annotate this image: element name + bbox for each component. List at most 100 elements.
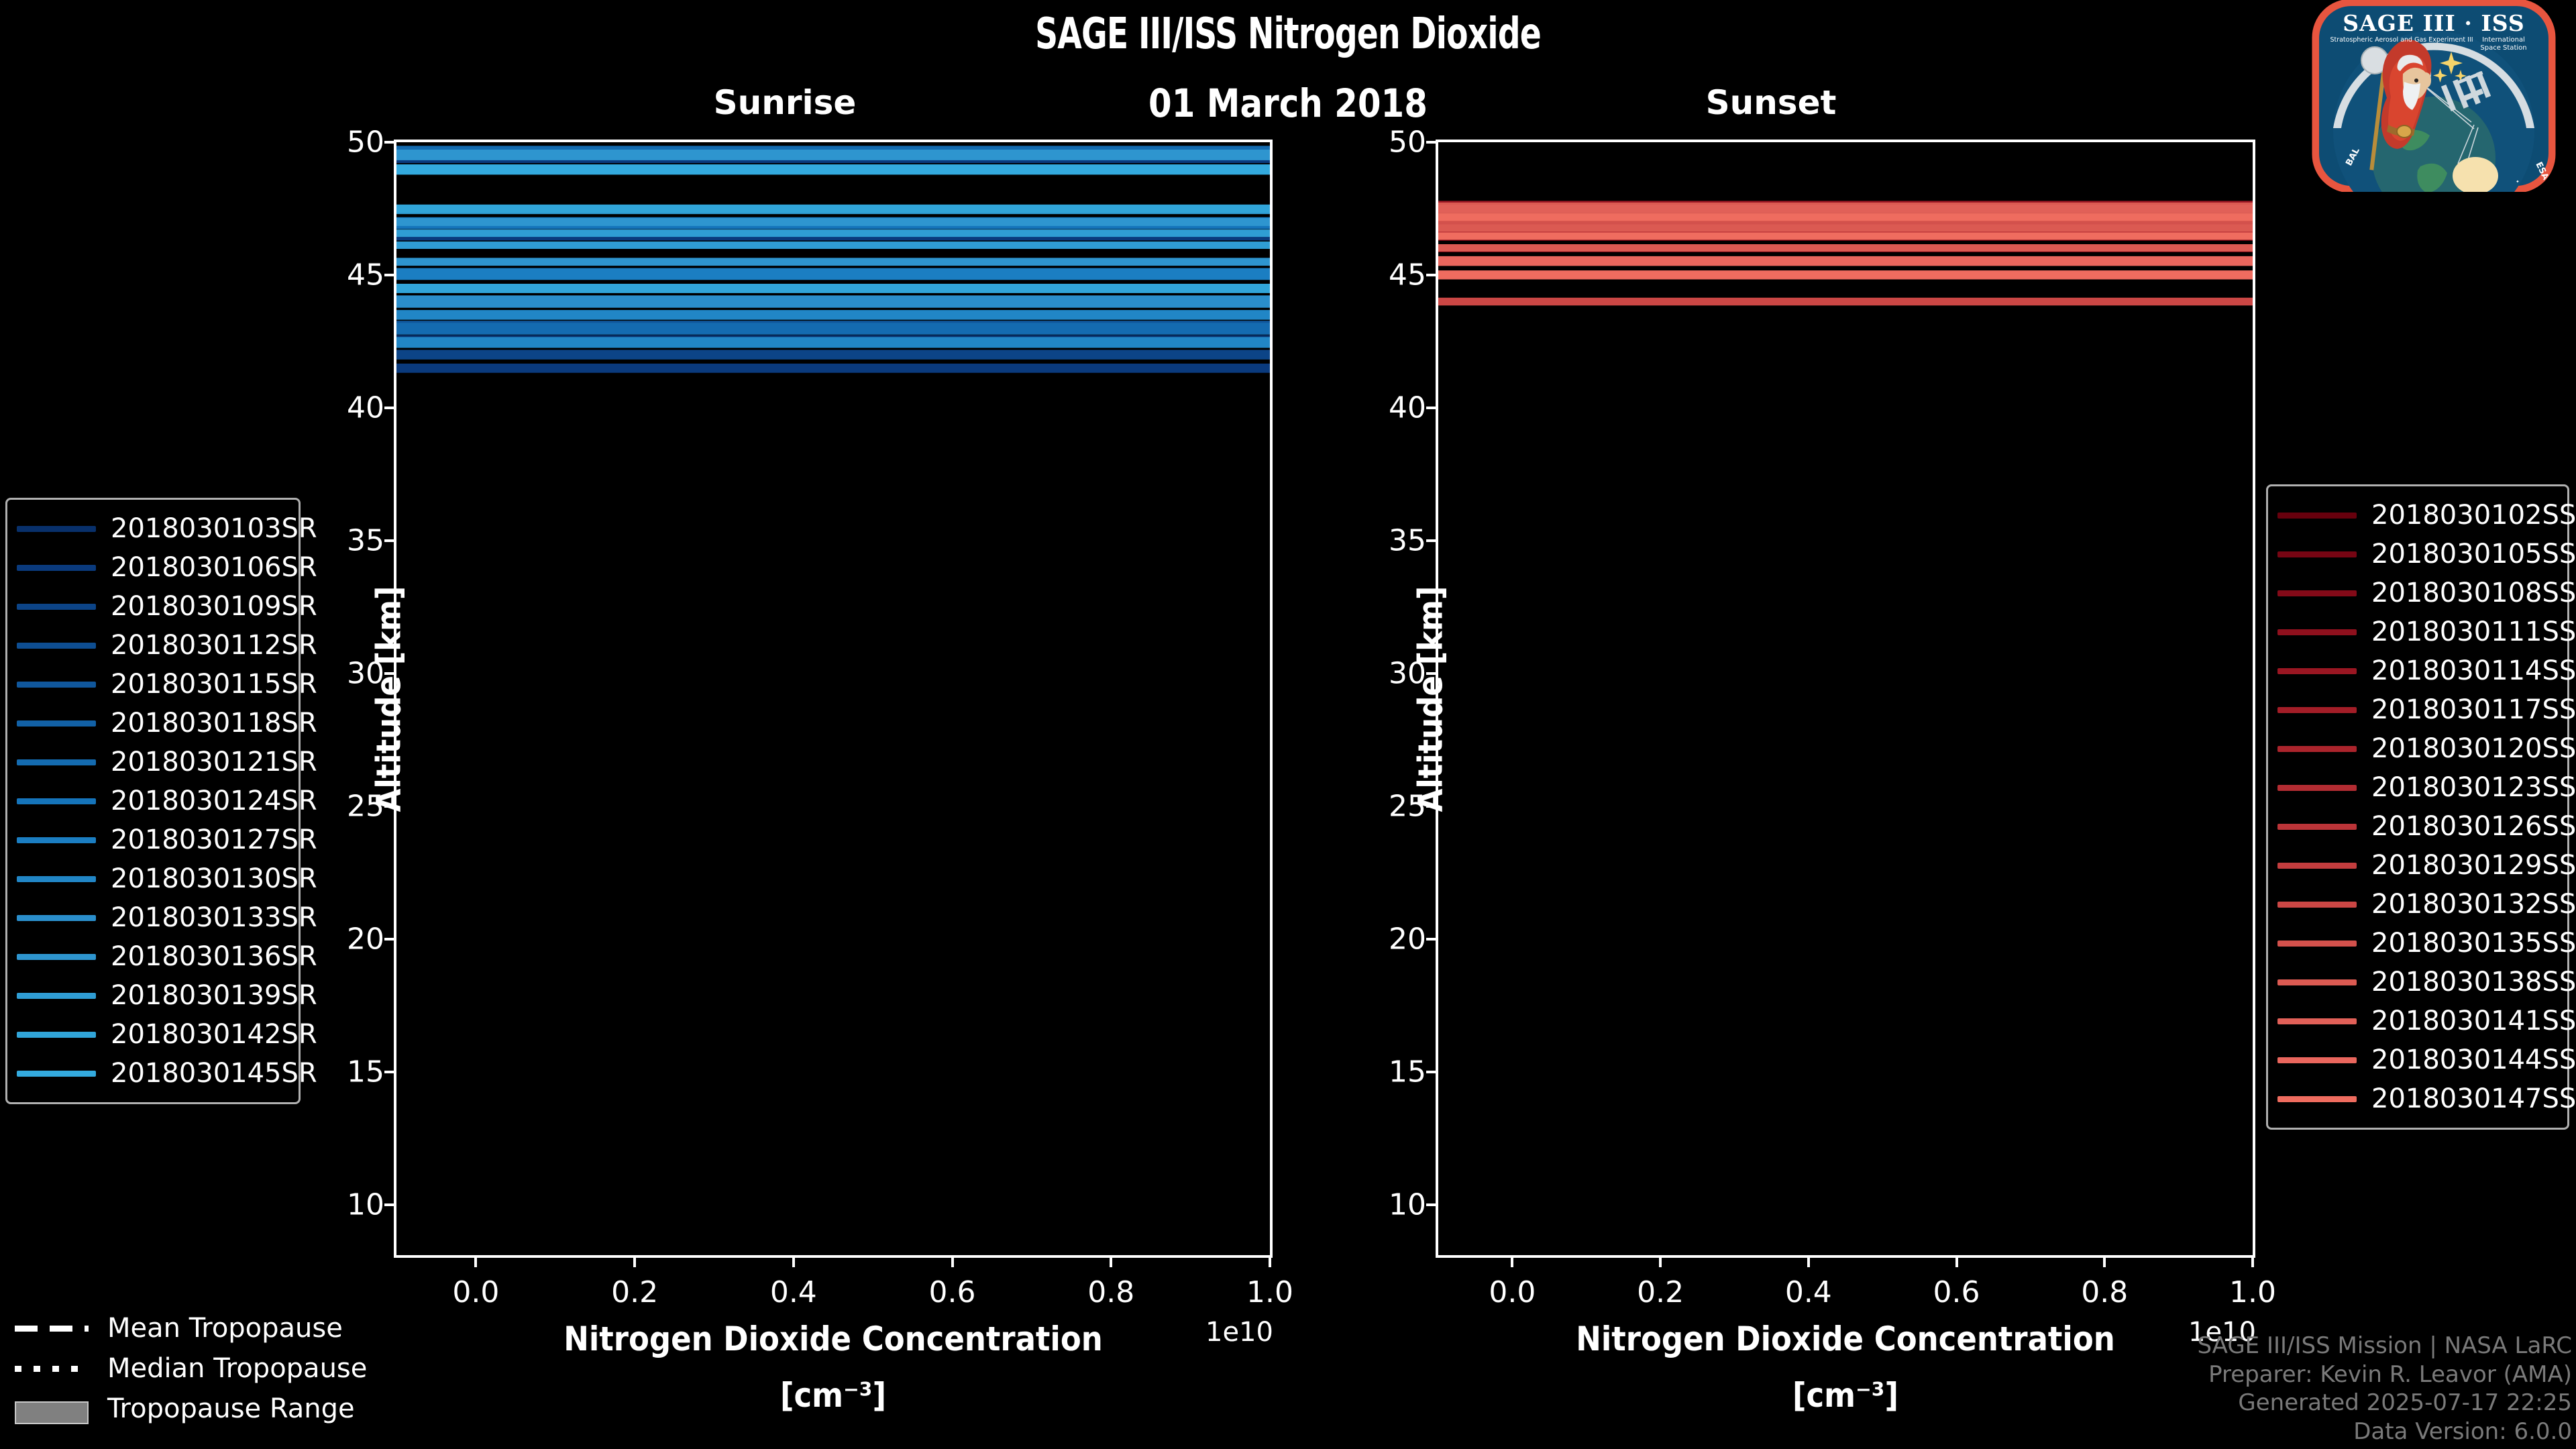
sunrise-legend-item[interactable]: 2018030115SR — [17, 665, 317, 704]
sunset-legend-item[interactable]: 2018030111SS — [2277, 612, 2576, 651]
legend-color-swatch — [17, 875, 96, 882]
legend-color-swatch — [2277, 940, 2357, 947]
sunrise-legend-item[interactable]: 2018030109SR — [17, 587, 317, 626]
y-tick-mark — [1426, 141, 1438, 144]
x-tick-label: 0.4 — [769, 1275, 817, 1309]
legend-color-swatch — [2277, 667, 2357, 674]
page-title: SAGE III/ISS Nitrogen Dioxide — [1035, 9, 1542, 59]
legend-label-median: Median Tropopause — [107, 1353, 368, 1384]
legend-color-swatch — [2277, 979, 2357, 985]
y-tick-label: 30 — [347, 656, 384, 691]
y-tick-label: 10 — [347, 1187, 384, 1222]
legend-item-label: 2018030133SR — [111, 902, 317, 933]
x-axis-label-sunrise: Nitrogen Dioxide Concentration [cm⁻³] — [564, 1320, 1103, 1415]
sunset-legend-item[interactable]: 2018030138SS — [2277, 963, 2576, 1002]
y-tick-mark — [384, 1070, 396, 1073]
x-tick-mark — [633, 1255, 637, 1267]
legend-item-label: 2018030142SR — [111, 1019, 317, 1050]
legend-item-label: 2018030102SS — [2371, 500, 2576, 531]
sunset-legend-item[interactable]: 2018030114SS — [2277, 651, 2576, 690]
sunset-legend-item[interactable]: 2018030132SS — [2277, 885, 2576, 924]
sage-iii-iss-mission-patch-logo: SAGE III · ISS Stratospheric Aerosol and… — [2302, 0, 2565, 193]
sunrise-legend-item[interactable]: 2018030145SR — [17, 1054, 317, 1093]
sunrise-legend-item[interactable]: 2018030133SR — [17, 898, 317, 937]
x-tick-mark — [792, 1255, 795, 1267]
x-tick-label: 1.0 — [1246, 1275, 1293, 1309]
profile-line — [1438, 142, 2253, 1244]
sunset-legend-item[interactable]: 2018030129SS — [2277, 846, 2576, 885]
credits-line-2: Preparer: Kevin R. Leavor (AMA) — [2208, 1360, 2572, 1388]
x-axis-label-text-sunset: Nitrogen Dioxide Concentration — [1576, 1320, 2115, 1358]
y-tick-label: 45 — [1389, 258, 1426, 292]
sunset-legend-item[interactable]: 2018030126SS — [2277, 807, 2576, 846]
profile-line — [1438, 142, 2253, 1244]
legend-color-swatch — [2277, 512, 2357, 519]
y-tick-mark — [1426, 406, 1438, 409]
profile-line — [1438, 142, 2253, 1244]
x-tick-label: 0.0 — [1489, 1275, 1536, 1309]
legend-color-swatch — [2277, 862, 2357, 869]
credits-block: SAGE III/ISS Mission | NASA LaRC Prepare… — [2197, 1332, 2572, 1446]
sunset-legend-item[interactable]: 2018030135SS — [2277, 924, 2576, 963]
legend-item-label: 2018030147SS — [2371, 1083, 2576, 1114]
sunrise-legend-item[interactable]: 2018030127SR — [17, 820, 317, 859]
sunrise-legend-item[interactable]: 2018030130SR — [17, 859, 317, 898]
sunset-legend-item[interactable]: 2018030141SS — [2277, 1002, 2576, 1040]
x-axis-exponent-sunrise: 1e10 — [1205, 1317, 1273, 1348]
sunset-legend-item[interactable]: 2018030123SS — [2277, 768, 2576, 807]
tropopause-legend: Mean Tropopause Median Tropopause Tropop… — [15, 1308, 368, 1429]
sunrise-legend-item[interactable]: 2018030103SR — [17, 509, 317, 548]
sunset-legend-item[interactable]: 2018030120SS — [2277, 729, 2576, 768]
y-tick-label: 40 — [1389, 390, 1426, 425]
sunrise-legend-item[interactable]: 2018030124SR — [17, 782, 317, 820]
legend-color-swatch — [17, 681, 96, 688]
x-tick-mark — [1659, 1255, 1662, 1267]
legend-item-tropopause-range: Tropopause Range — [15, 1389, 364, 1429]
sunrise-legend-item[interactable]: 2018030106SR — [17, 548, 317, 587]
sunrise-legend-item[interactable]: 2018030121SR — [17, 743, 317, 782]
sunset-legend-item[interactable]: 2018030108SS — [2277, 574, 2576, 612]
sunset-legend-item[interactable]: 2018030102SS — [2277, 496, 2576, 535]
y-axis-label-sunset: Altitude [km] — [1411, 586, 1450, 812]
y-tick-label: 15 — [1389, 1055, 1426, 1089]
x-axis-unit-sunset: [cm⁻³] — [1792, 1376, 1899, 1415]
x-tick-mark — [1511, 1255, 1514, 1267]
legend-item-label: 2018030144SS — [2371, 1044, 2576, 1075]
sunrise-panel-title: Sunrise — [713, 83, 857, 122]
svg-text:SAGE III · ISS: SAGE III · ISS — [2343, 10, 2524, 36]
legend-item-label: 2018030105SS — [2371, 539, 2576, 570]
y-tick-mark — [384, 1203, 396, 1206]
legend-color-swatch — [2277, 745, 2357, 752]
y-tick-label: 35 — [347, 523, 384, 558]
profile-line — [1438, 142, 2253, 1244]
sunrise-legend: 2018030103SR 2018030106SR 2018030109SR 2018… — [5, 498, 317, 1104]
credits-line-4: Data Version: 6.0.0 — [2353, 1418, 2572, 1446]
sunrise-legend-item[interactable]: 2018030118SR — [17, 704, 317, 743]
x-axis-exponent-sunset: 1e10 — [2188, 1317, 2256, 1348]
sunset-legend-item[interactable]: 2018030117SS — [2277, 690, 2576, 729]
sunrise-legend-item[interactable]: 2018030139SR — [17, 976, 317, 1015]
sunrise-legend-item[interactable]: 2018030142SR — [17, 1015, 317, 1054]
sunset-legend-item[interactable]: 2018030105SS — [2277, 535, 2576, 574]
legend-item-label: 2018030138SS — [2371, 967, 2576, 998]
y-tick-label: 20 — [1389, 922, 1426, 957]
y-tick-mark — [384, 273, 396, 276]
sunrise-legend-item[interactable]: 2018030112SR — [17, 626, 317, 665]
y-tick-mark — [1426, 1070, 1438, 1073]
legend-color-swatch — [2277, 1095, 2357, 1102]
legend-item-label: 2018030135SS — [2371, 928, 2576, 959]
credits-line-3: Generated 2025-07-17 22:25 — [2238, 1389, 2572, 1417]
legend-color-swatch — [17, 1031, 96, 1038]
x-tick-label: 0.0 — [452, 1275, 500, 1309]
y-tick-label: 10 — [1389, 1187, 1426, 1222]
sunset-legend-item[interactable]: 2018030147SS — [2277, 1079, 2576, 1118]
sunset-legend-item[interactable]: 2018030144SS — [2277, 1040, 2576, 1079]
x-tick-mark — [1955, 1255, 1958, 1267]
legend-item-label: 2018030139SR — [111, 980, 317, 1011]
profile-line — [1438, 142, 2253, 1244]
legend-item-label: 2018030136SR — [111, 941, 317, 972]
legend-label-range: Tropopause Range — [107, 1393, 355, 1424]
legend-label-mean: Mean Tropopause — [107, 1313, 343, 1344]
sunrise-legend-item[interactable]: 2018030136SR — [17, 937, 317, 976]
legend-item-label: 2018030109SR — [111, 591, 317, 622]
